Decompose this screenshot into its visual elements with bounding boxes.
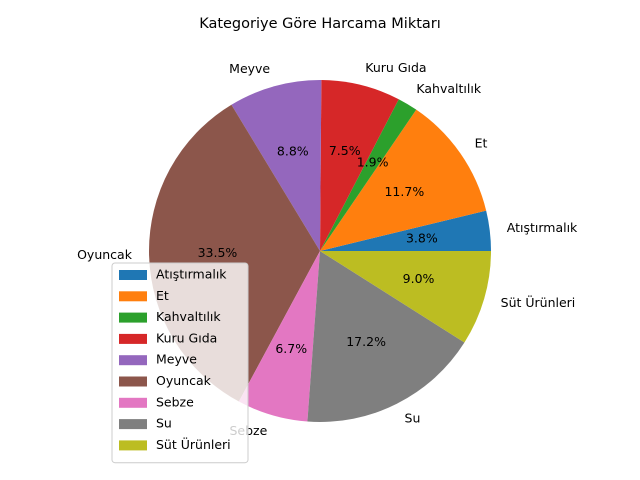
legend-label-su: Su [156,416,172,431]
legend-swatch-sut-urunleri [119,440,147,451]
legend-swatch-atistirmalik [119,270,147,280]
slice-sebze [238,251,320,422]
legend-label-meyve: Meyve [156,352,197,367]
percentage-labels: 3.8% 11.7% 1.9%7.5% 8.8% 33.5% 6.7% 17.2% 9.0% [198,143,438,356]
legend-swatch-kuru-gida [119,333,147,344]
slice-sut-urunleri [320,251,491,343]
label-meyve: Meyve [229,61,270,76]
legend-swatch-su [119,419,147,430]
label-sut-urunleri: Süt Ürünleri [501,294,576,310]
pct-et: 11.7% [384,184,424,199]
legend-swatch-oyuncak [119,376,147,387]
legend-swatch-kahvaltilik [119,312,147,323]
label-kuru-gida: Kuru Gıda [365,60,426,75]
pct-sebze: 6.7% [275,341,307,356]
legend-label-oyuncak: Oyuncak [156,373,212,388]
pct-oyuncak: 33.5% [198,245,238,260]
pie-slices [149,80,491,422]
pct-su: 17.2% [346,334,386,349]
legend-label-et: Et [156,288,169,303]
label-su: Su [405,411,421,426]
label-et: Et [475,135,488,150]
legend-label-atistirmalik: Atıştırmalık [156,267,227,282]
legend-swatch-meyve [119,355,147,366]
slice-su [307,251,465,422]
legend-swatch-sebze [119,397,147,408]
legend-label-kuru-gida: Kuru Gıda [156,330,217,345]
pct-atistirmalik: 3.8% [406,230,438,245]
pct-kahvaltilik: 1.9% [357,154,389,169]
legend-label-kahvaltilik: Kahvaltılık [156,309,221,324]
label-kahvaltilik: Kahvaltılık [416,81,481,96]
legend-label-sut-urunleri: Süt Ürünleri [156,436,231,452]
slice-meyve [231,80,322,251]
legend: Atıştırmalık Et Kahvaltılık Kuru Gıda Meyve O… [111,262,249,464]
chart-title: Kategoriye Göre Harcama Miktarı [199,16,441,32]
legend-label-sebze: Sebze [156,394,194,409]
legend-swatch-et [119,291,147,302]
slice-kahvaltilik [320,99,417,251]
slice-atistirmalik [320,210,491,251]
label-atistirmalik: Atıştırmalık [507,220,578,235]
slice-et [320,109,487,251]
pct-kuru-gida: 7.5% [329,143,361,158]
pct-meyve: 8.8% [277,144,309,159]
pct-sut-urunleri: 9.0% [403,271,435,286]
slice-kuru-gida [320,80,399,251]
label-oyuncak: Oyuncak [77,247,133,262]
